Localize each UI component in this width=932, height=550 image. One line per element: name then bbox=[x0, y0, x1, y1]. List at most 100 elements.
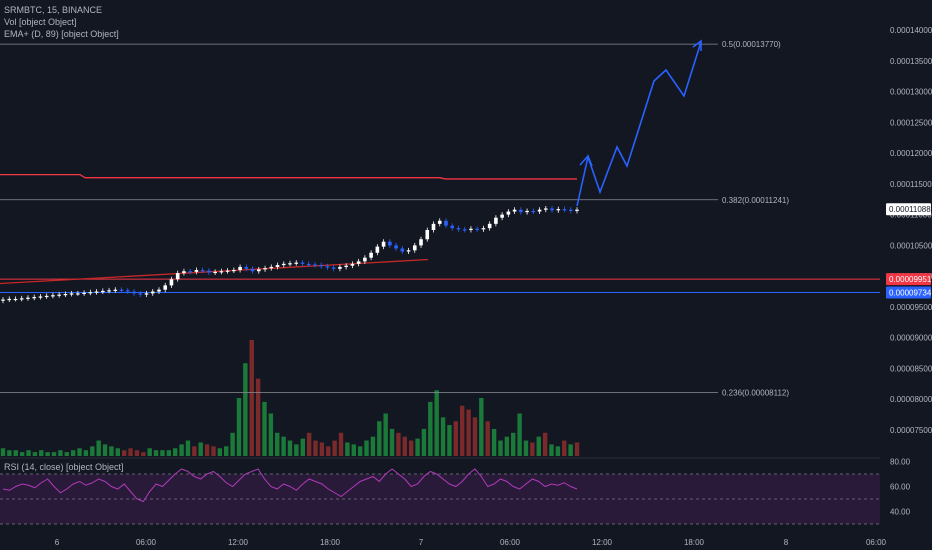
candle-body bbox=[512, 209, 517, 212]
volume-bar bbox=[357, 446, 363, 456]
volume-bar bbox=[377, 421, 382, 456]
candle-body bbox=[269, 266, 274, 269]
volume-bar bbox=[160, 450, 165, 456]
candle-body bbox=[244, 266, 249, 269]
candle-body bbox=[381, 241, 386, 247]
volume-bar bbox=[530, 442, 535, 456]
price-tick-label: 0.00012000 bbox=[890, 149, 932, 158]
candle-body bbox=[107, 290, 111, 292]
last-price-badge-text: 0.00011088 bbox=[889, 205, 931, 214]
volume-bar bbox=[498, 440, 503, 456]
candle-body bbox=[406, 250, 411, 252]
volume-bar bbox=[217, 448, 223, 456]
candle-body bbox=[101, 290, 105, 293]
volume-bar bbox=[249, 340, 254, 456]
volume-bar bbox=[306, 432, 312, 456]
volume-bar bbox=[332, 440, 337, 456]
price-badges: 0.00011088 0.00009951 0.00009734 bbox=[886, 203, 932, 299]
price-tick-label: 0.00010500 bbox=[890, 241, 932, 250]
volume-bar bbox=[115, 448, 120, 456]
time-tick-label: 18:00 bbox=[684, 538, 705, 547]
candle-body bbox=[219, 271, 224, 273]
candle-body bbox=[444, 220, 448, 226]
candle-body bbox=[338, 266, 342, 269]
candle-body bbox=[306, 263, 311, 266]
volume-bar bbox=[415, 438, 420, 456]
candle-body bbox=[294, 262, 299, 264]
volume-bar bbox=[224, 446, 229, 456]
time-tick-label: 06:00 bbox=[500, 538, 521, 547]
volume-bar bbox=[338, 432, 344, 456]
volume-bar bbox=[351, 444, 356, 456]
volume-bar bbox=[70, 450, 76, 456]
time-axis[interactable]: 6 06:00 12:00 18:00 7 06:00 12:00 18:00 8 06:00 bbox=[55, 538, 887, 547]
rsi-tick-label: 80.00 bbox=[890, 458, 911, 467]
candle-body bbox=[13, 298, 18, 301]
volume-bar bbox=[198, 442, 203, 456]
candle-body bbox=[250, 268, 255, 272]
candle-body bbox=[38, 296, 43, 298]
volume-bar bbox=[370, 436, 376, 456]
candle-body bbox=[51, 295, 55, 297]
volume-bar bbox=[7, 450, 12, 456]
rsi-legend[interactable]: RSI (14, close) [object Object] bbox=[4, 462, 124, 472]
volume-bar bbox=[568, 444, 573, 456]
candle-body bbox=[369, 252, 373, 258]
candle-body bbox=[481, 228, 486, 230]
volume-bar bbox=[275, 432, 280, 456]
candle-body bbox=[450, 225, 455, 229]
price-tick-label: 0.00011500 bbox=[890, 180, 932, 189]
candle-body bbox=[1, 299, 5, 301]
volume-bar bbox=[428, 401, 433, 456]
ema-upper-line bbox=[0, 173, 577, 180]
rsi-axis[interactable]: 80.00 60.00 40.00 bbox=[890, 458, 911, 517]
candle-body bbox=[26, 297, 30, 299]
price-tick-label: 0.00008500 bbox=[890, 364, 932, 373]
candle-body bbox=[325, 266, 330, 268]
last-price-badge-bg bbox=[886, 203, 931, 216]
volume-bar bbox=[0, 448, 6, 456]
fib-level-label: 0.236(0.00008112) bbox=[722, 388, 789, 397]
candle-body bbox=[394, 245, 398, 249]
volume-legend[interactable]: Vol [object Object] bbox=[4, 17, 77, 27]
volume-bar bbox=[255, 378, 261, 456]
volume-bar bbox=[236, 398, 242, 456]
candle-body bbox=[494, 217, 498, 224]
candle-body bbox=[319, 265, 323, 267]
volume-bar bbox=[179, 444, 184, 456]
volume-bar bbox=[109, 446, 114, 456]
candle-body bbox=[69, 293, 74, 295]
volume-bar bbox=[574, 442, 580, 456]
volume-bar bbox=[58, 450, 63, 456]
candle-body bbox=[300, 262, 305, 264]
volume-bar bbox=[562, 440, 567, 456]
trend-line bbox=[0, 258, 429, 285]
candle-body bbox=[263, 268, 267, 270]
candle-body bbox=[194, 270, 199, 272]
ema-legend[interactable]: EMA+ (D, 89) [object Object] bbox=[4, 29, 119, 39]
blue-level-badge-bg bbox=[886, 286, 931, 299]
volume-bar bbox=[389, 428, 395, 456]
candle-body bbox=[213, 271, 217, 274]
rsi-tick-label: 60.00 bbox=[890, 483, 911, 492]
candle-body bbox=[76, 293, 80, 295]
volume-bar bbox=[485, 421, 490, 456]
rsi-tick-label: 40.00 bbox=[890, 508, 911, 517]
volume-bar bbox=[192, 446, 197, 456]
fib-level-label: 0.382(0.00011241) bbox=[722, 196, 789, 205]
candle-body bbox=[550, 208, 554, 211]
volume-bar bbox=[141, 452, 146, 456]
blue-level-badge-text: 0.00009734 bbox=[889, 289, 932, 298]
volume-bar bbox=[45, 452, 50, 456]
candle-body bbox=[462, 229, 467, 231]
time-tick-label: 8 bbox=[784, 538, 789, 547]
time-tick-label: 12:00 bbox=[228, 538, 249, 547]
candle-body bbox=[375, 246, 380, 253]
price-tick-label: 0.00012500 bbox=[890, 118, 932, 127]
volume-bar bbox=[402, 436, 407, 456]
symbol-title[interactable]: SRMBTC, 15, BINANCE bbox=[4, 5, 103, 15]
time-tick-label: 06:00 bbox=[866, 538, 887, 547]
volume-bar bbox=[523, 440, 529, 456]
